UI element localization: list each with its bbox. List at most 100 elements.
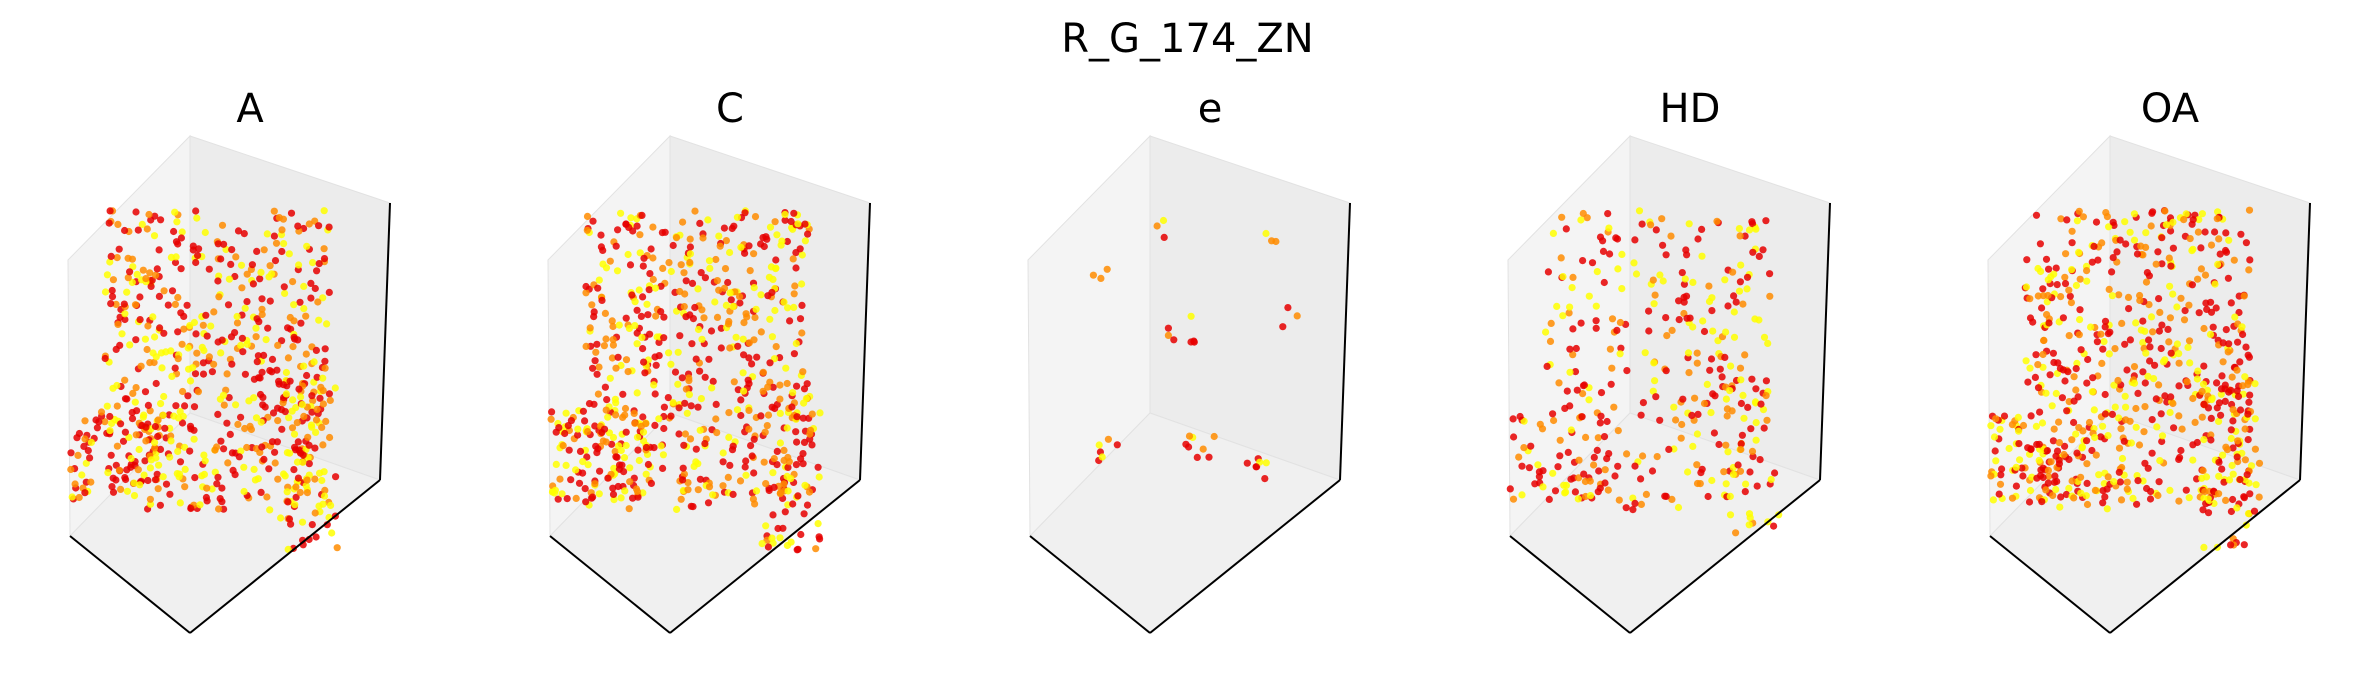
data-point <box>245 397 253 405</box>
data-point <box>123 487 131 495</box>
data-point <box>593 449 601 457</box>
data-point <box>86 454 94 462</box>
data-point <box>2052 264 2060 272</box>
data-point <box>1566 303 1574 311</box>
data-point <box>780 456 788 464</box>
data-point <box>789 389 797 397</box>
data-point <box>2067 299 2075 307</box>
data-point <box>218 336 226 344</box>
data-point <box>2000 412 2009 420</box>
data-point <box>161 424 169 432</box>
data-point <box>1592 302 1600 310</box>
data-point <box>2105 285 2113 293</box>
data-point <box>152 271 160 279</box>
data-point <box>2167 262 2175 270</box>
data-point <box>1103 265 1111 273</box>
data-point <box>280 283 288 291</box>
data-point <box>1547 319 1555 327</box>
data-point <box>121 428 129 436</box>
data-point <box>2108 268 2116 276</box>
data-point <box>215 293 223 301</box>
data-point <box>1680 293 1688 301</box>
data-point <box>1586 492 1595 500</box>
data-point <box>724 320 733 328</box>
data-point <box>2201 228 2209 236</box>
data-point <box>609 336 617 344</box>
data-point <box>680 269 688 277</box>
points <box>1506 207 1783 537</box>
data-point <box>213 443 221 451</box>
data-point <box>1193 453 1201 461</box>
data-point <box>223 419 231 427</box>
data-point <box>2182 210 2190 218</box>
data-point <box>613 267 622 275</box>
data-point <box>95 418 103 426</box>
data-point <box>2042 255 2051 263</box>
data-point <box>784 463 792 471</box>
data-point <box>144 401 152 409</box>
data-point <box>1682 246 1690 254</box>
data-point <box>2255 493 2263 501</box>
data-point <box>1694 410 1702 418</box>
data-point <box>608 354 616 362</box>
data-point <box>1095 441 1103 449</box>
data-point <box>129 389 137 397</box>
data-point <box>153 265 161 273</box>
data-point <box>177 234 185 242</box>
data-point <box>1726 511 1735 519</box>
data-point <box>2165 338 2173 346</box>
data-point <box>596 467 604 475</box>
data-point <box>266 297 274 305</box>
data-point <box>643 300 651 308</box>
data-point <box>210 360 218 368</box>
data-point <box>1580 381 1588 389</box>
data-point <box>217 437 225 445</box>
data-point <box>97 408 106 416</box>
data-point <box>615 321 623 329</box>
data-point <box>1614 427 1622 435</box>
data-point <box>2198 474 2206 482</box>
data-point <box>2204 509 2213 517</box>
data-point <box>2241 373 2249 381</box>
data-point <box>1675 316 1683 324</box>
data-point <box>174 447 182 455</box>
data-point <box>1722 328 1730 336</box>
data-point <box>104 469 112 477</box>
data-point <box>729 442 737 450</box>
data-point <box>618 461 626 469</box>
data-point <box>806 430 814 438</box>
data-point <box>325 390 333 398</box>
data-point <box>2155 478 2163 486</box>
data-point <box>326 396 334 404</box>
data-point <box>160 392 168 401</box>
data-point <box>1113 441 1121 449</box>
data-point <box>2075 331 2083 339</box>
data-point <box>1703 380 1711 388</box>
data-point <box>1510 433 1518 441</box>
data-point <box>729 302 737 311</box>
data-point <box>1531 480 1539 488</box>
data-point <box>2198 413 2206 421</box>
data-point <box>1745 226 1754 234</box>
data-point <box>1689 278 1697 286</box>
data-point <box>814 463 822 471</box>
data-point <box>691 303 699 312</box>
data-point <box>1746 468 1754 476</box>
data-point <box>2217 390 2225 398</box>
data-point <box>769 275 777 283</box>
data-point <box>1668 495 1676 503</box>
data-point <box>156 501 164 509</box>
data-point <box>659 264 667 272</box>
data-point <box>1555 379 1563 387</box>
data-point <box>333 544 341 552</box>
data-point <box>143 225 151 233</box>
data-point <box>133 407 141 415</box>
data-point <box>1771 469 1779 477</box>
data-point <box>2063 216 2071 224</box>
data-point <box>2077 473 2085 481</box>
data-point <box>649 275 657 284</box>
data-point <box>798 329 806 337</box>
data-point <box>1637 411 1645 419</box>
data-point <box>816 409 824 417</box>
data-point <box>2065 332 2073 340</box>
